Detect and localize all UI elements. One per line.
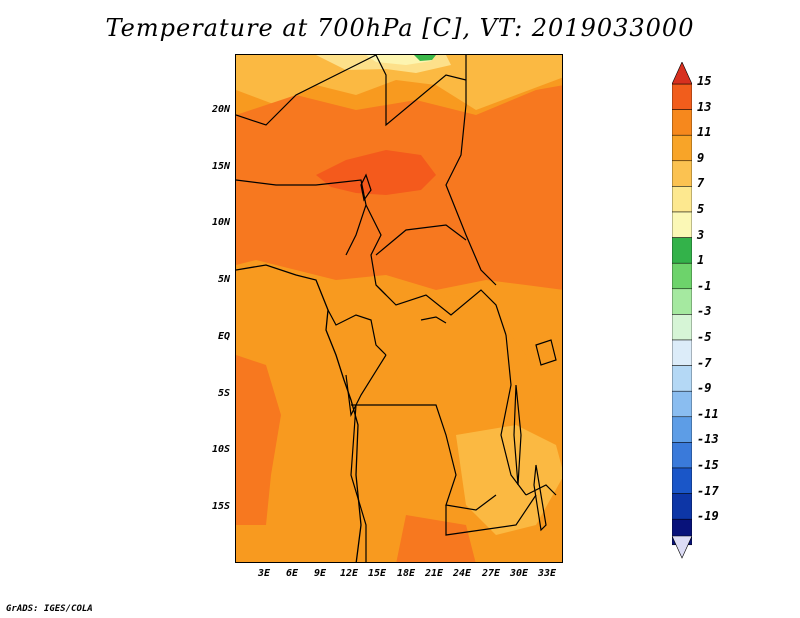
field-7-9-southeast <box>456 425 562 535</box>
lat-label-15n: 15N <box>211 161 230 172</box>
lat-label-5s: 5S <box>217 388 230 399</box>
colorbar-label: -3 <box>697 304 712 319</box>
colorbar-segment <box>672 493 692 520</box>
lon-label-6e: 6E <box>285 568 299 579</box>
colorbar-top-arrow <box>672 62 692 85</box>
colorbar-segment <box>672 83 692 110</box>
colorbar-label: -11 <box>697 406 719 421</box>
colorbar-segment <box>672 288 692 315</box>
lon-label-9e: 9E <box>313 568 327 579</box>
colorbar-label: -5 <box>697 330 712 344</box>
colorbar-bottom-arrow <box>672 535 692 559</box>
border-niger-nigeria <box>236 179 367 256</box>
colorbar-label: -13 <box>697 432 719 447</box>
colorbar-segment <box>672 109 692 136</box>
field-11-13-southwest <box>236 355 281 525</box>
colorbar-label: 9 <box>697 150 705 165</box>
lon-label-27e: 27E <box>481 568 501 579</box>
lake-malawi <box>533 464 547 532</box>
lake-victoria <box>535 339 557 366</box>
colorbar-segment <box>672 416 692 443</box>
lat-label-eq: EQ <box>217 331 230 342</box>
colorbar-label: 3 <box>697 227 705 242</box>
atlantic-coast <box>236 264 362 562</box>
colorbar-label: -9 <box>697 381 712 396</box>
lat-label-10s: 10S <box>211 444 230 455</box>
border-algeria-niger <box>236 55 377 126</box>
lon-label-3e: 3E <box>257 568 271 579</box>
temperature-map <box>235 54 563 563</box>
border-drc-east <box>500 334 527 496</box>
colorbar-segment <box>672 390 692 418</box>
colorbar-label: -7 <box>697 355 712 370</box>
lon-label-18e: 18E <box>396 568 416 579</box>
grads-credit: GrADS: IGES/COLA <box>6 604 93 614</box>
colorbar-segment <box>672 262 692 290</box>
lon-label-12e: 12E <box>339 568 359 579</box>
colorbar-segment <box>672 442 692 469</box>
colorbar-segment <box>672 160 692 187</box>
coastline <box>236 264 362 562</box>
lat-label-15s: 15S <box>211 501 230 512</box>
colorbar-label: 1 <box>697 253 705 268</box>
lat-label-20n: 20N <box>211 104 230 115</box>
lon-label-24e: 24E <box>452 568 472 579</box>
colorbar-label: -1 <box>697 278 712 293</box>
colorbar-segment <box>672 237 692 264</box>
border-car-drc <box>375 284 507 336</box>
colorbar-segment <box>672 339 692 366</box>
lat-label-10n: 10N <box>211 217 230 228</box>
lon-label-30e: 30E <box>509 568 529 579</box>
country-borders <box>236 55 557 562</box>
colorbar-segments <box>672 83 692 546</box>
border-chad-sudan <box>445 55 497 286</box>
colorbar-label: -19 <box>697 509 719 524</box>
colorbar-label: 7 <box>697 176 705 191</box>
colorbar-label: 15 <box>697 74 712 88</box>
lon-label-33e: 33E <box>537 568 557 579</box>
lake-chad <box>360 173 372 202</box>
colorbar <box>672 62 692 559</box>
lat-label-5n: 5N <box>217 274 230 285</box>
field-11-13-south <box>396 515 476 562</box>
colorbar-label: 13 <box>697 99 712 114</box>
map-title: Temperature at 700hPa [C], VT: 201903300… <box>105 14 695 42</box>
map-canvas <box>236 55 562 562</box>
field-green-north <box>414 55 436 61</box>
colorbar-label: 5 <box>697 202 705 216</box>
colorbar-segment <box>672 211 692 238</box>
lakes <box>360 173 557 532</box>
border-gabon-congo <box>327 309 387 356</box>
field-13-15-core <box>316 150 436 195</box>
colorbar-label: -15 <box>697 458 719 472</box>
border-drc-angola <box>351 404 497 511</box>
border-niger-libya <box>375 55 467 127</box>
colorbar-segment <box>672 314 692 341</box>
colorbar-segment <box>672 467 692 494</box>
lon-label-15e: 15E <box>367 568 387 579</box>
colorbar-segment <box>672 186 692 213</box>
lake-mai-ndombe <box>420 316 447 324</box>
border-chad-car <box>375 224 467 256</box>
colorbar-segment <box>672 134 692 162</box>
field-7-9-north <box>236 55 562 110</box>
colorbar-segment <box>672 365 692 392</box>
colorbar-label: -17 <box>697 483 719 498</box>
border-angola-zambia <box>445 494 537 536</box>
border-zambia-malawi <box>525 484 557 496</box>
field-9-11-congo <box>386 295 536 440</box>
lake-tanganyika <box>513 384 522 486</box>
lon-label-21e: 21E <box>424 568 444 579</box>
colorbar-label: 11 <box>697 125 712 140</box>
